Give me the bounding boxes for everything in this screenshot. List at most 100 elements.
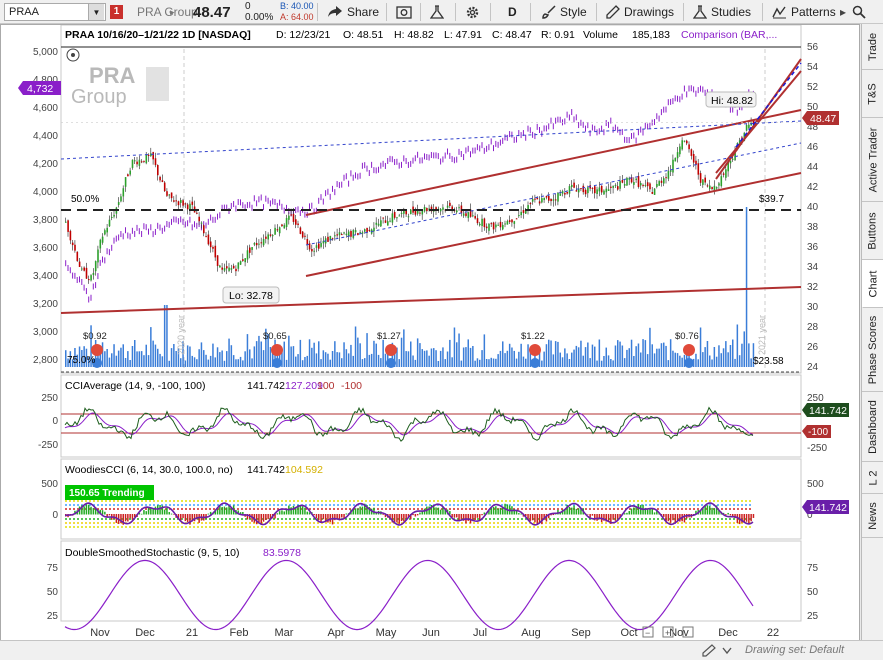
chart-area[interactable]: PRA Group $0.92 $0.65 $1.27 $1.22 $0.76 5,00… [0, 24, 860, 660]
volume-bar [497, 354, 499, 367]
woodies-hist-bar [520, 513, 522, 515]
share-button[interactable]: Share [327, 0, 379, 24]
cci-label: CCIAverage (14, 9, -100, 100) [65, 380, 205, 392]
woodies-hist-bar [566, 504, 568, 515]
volume-bar [239, 356, 242, 367]
alert-badge[interactable]: 1 [110, 5, 123, 19]
zoom-controls[interactable]: − + [642, 626, 694, 638]
candle-body [152, 152, 154, 160]
tab-ts[interactable]: T&S [862, 70, 883, 118]
tab-dashboard[interactable]: Dashboard [862, 392, 883, 462]
pencil-icon[interactable] [702, 644, 716, 657]
candle-body [354, 230, 357, 233]
style-button[interactable]: Style [542, 0, 587, 24]
x-axis-label: Jun [422, 627, 440, 639]
company-name: PRA Group [137, 5, 198, 19]
woodies-hist-bar [421, 510, 423, 515]
period-button[interactable]: D [508, 5, 517, 19]
tab-news[interactable]: News [862, 494, 883, 538]
candle-body [605, 188, 608, 193]
volume-bar [695, 353, 697, 367]
divider [317, 3, 318, 21]
comparison-label[interactable]: Comparison (BAR,... [681, 29, 777, 41]
earnings-icon [92, 358, 102, 368]
more-arrow-icon[interactable]: ▸ [840, 5, 847, 19]
candle-body [600, 185, 603, 193]
volume-bar [124, 358, 127, 367]
candle-body [391, 213, 394, 223]
drawing-set-label[interactable]: Drawing set: Default [745, 644, 845, 656]
snapshot-button[interactable] [396, 0, 412, 24]
volume-bar [550, 340, 552, 367]
woodies-hist-bar [456, 514, 458, 518]
woodies-hist-bar [223, 506, 226, 515]
cci-axis-tick: -250 [38, 440, 58, 451]
cci-right-tick: -250 [807, 443, 827, 454]
candle-body [281, 224, 283, 227]
woodies-hist-bar [324, 514, 327, 522]
woodies-hist-bar [734, 514, 736, 519]
candle-body [94, 261, 97, 272]
settings-circle-icon[interactable] [66, 48, 80, 62]
tab-buttons[interactable]: Buttons [862, 202, 883, 260]
volume-bar [561, 357, 564, 367]
woodies-hist-bar [541, 514, 543, 525]
chart-canvas[interactable]: PRA Group $0.92 $0.65 $1.27 $1.22 $0.76 5,00… [1, 25, 861, 641]
candle-body [488, 223, 490, 231]
volume-bar [154, 344, 157, 367]
woodies-hist-bar [433, 506, 435, 515]
volume-bar [663, 342, 665, 367]
candle-body [304, 235, 306, 237]
candle-body [191, 201, 194, 205]
settings-button[interactable] [465, 0, 480, 24]
woodies-hist-bar [81, 505, 83, 515]
chevron-down-icon[interactable]: ▼ [88, 4, 104, 20]
woodies-hist-bar [663, 514, 665, 517]
drawings-button[interactable]: Drawings [606, 0, 674, 24]
tab-active-trader[interactable]: Active Trader [862, 118, 883, 202]
woodies-hist-bar [315, 514, 318, 519]
volume-bar [265, 328, 267, 367]
candle-body [384, 220, 387, 223]
volume-bar [352, 355, 354, 367]
x-axis-label: 21 [186, 627, 198, 639]
studies-button[interactable]: Studies [693, 0, 751, 24]
tab-chart[interactable]: Chart [862, 260, 883, 308]
volume-bar [612, 360, 614, 367]
volume-bar [580, 340, 582, 367]
volume-bar [688, 345, 690, 367]
tab-trade[interactable]: Trade [862, 24, 883, 70]
volume-bar [343, 342, 345, 367]
candle-body [297, 223, 299, 225]
woodies-hist-bar [198, 514, 200, 523]
symbol-input[interactable]: PRAA [4, 3, 106, 21]
flask-button[interactable] [430, 0, 444, 24]
tab-l2[interactable]: L 2 [862, 462, 883, 494]
candle-body [534, 198, 536, 200]
woodies-hist-bar [88, 504, 90, 515]
woodies-hist-bar [750, 514, 752, 522]
woodies-hist-bar [515, 509, 518, 515]
chevron-right-icon[interactable]: ▸ [170, 6, 175, 17]
volume-bar [499, 350, 502, 367]
woodies-hist-bar [308, 512, 311, 515]
chevron-down-icon[interactable] [720, 644, 734, 657]
earnings-icon [530, 358, 540, 368]
volume-bar [439, 350, 442, 367]
candle-body [396, 217, 398, 219]
volume-bar [506, 350, 509, 367]
volume-bar [734, 358, 736, 367]
woodies-hist-bar [444, 509, 446, 515]
candle-body [173, 200, 175, 202]
volume-bar [437, 361, 440, 367]
woodies-hist-bar [145, 511, 147, 515]
woodies-hist-bar [274, 514, 276, 519]
volume-bar [368, 354, 371, 367]
woodies-hist-bar [214, 510, 216, 515]
candle-body [522, 209, 525, 213]
tab-phase-scores[interactable]: Phase Scores [862, 308, 883, 392]
patterns-button[interactable]: Patterns [772, 0, 836, 24]
search-button[interactable] [852, 0, 866, 24]
volume-bar [722, 348, 725, 367]
volume-bar [226, 351, 228, 367]
